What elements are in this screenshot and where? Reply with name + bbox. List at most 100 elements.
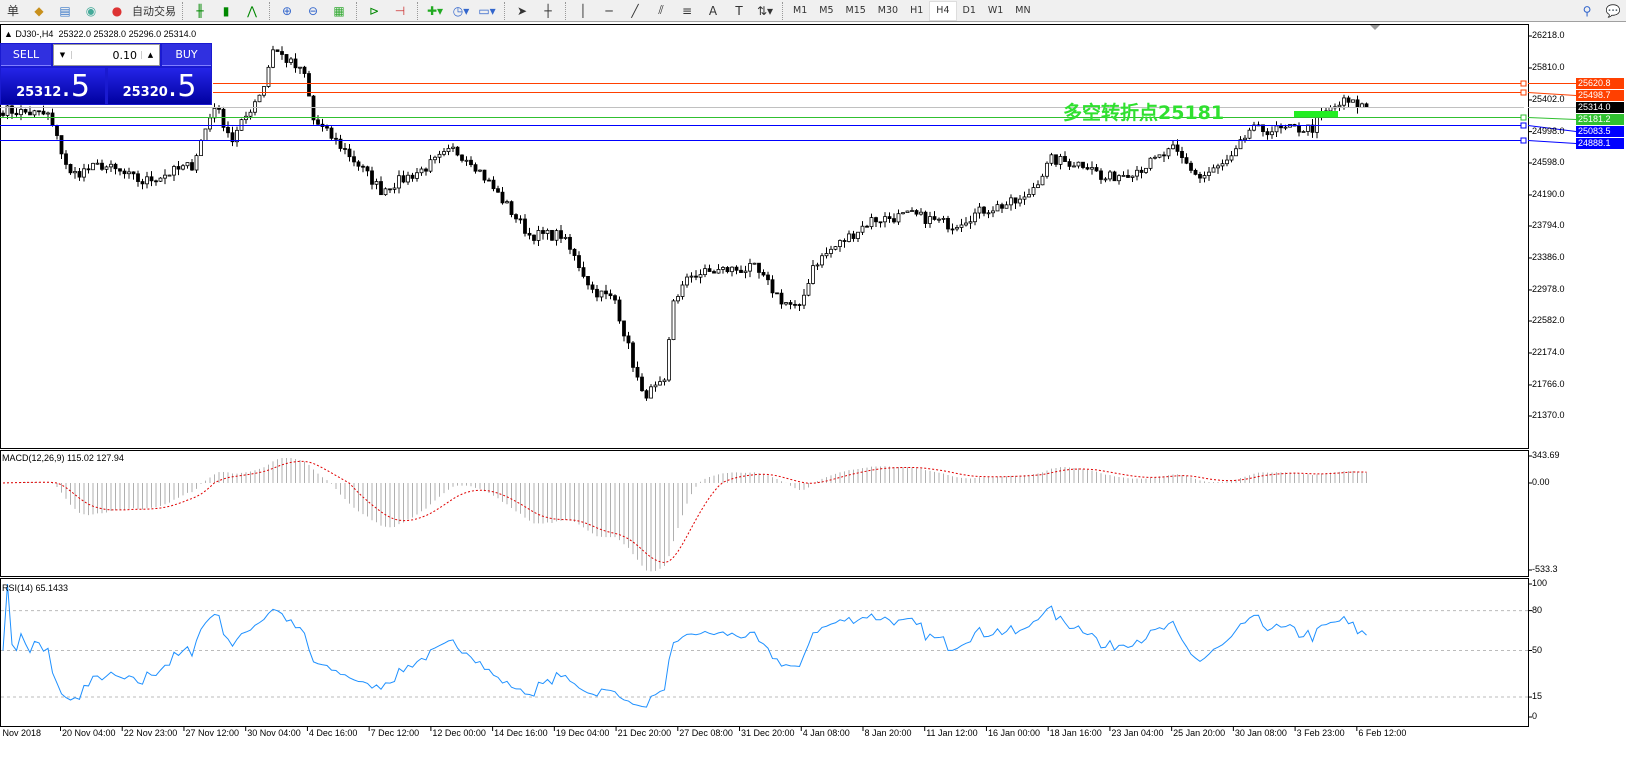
template-icon[interactable]: ▭▾ xyxy=(478,3,496,18)
text-icon[interactable]: A xyxy=(708,3,718,18)
timeframe-h1[interactable]: H1 xyxy=(910,5,924,16)
equidistant-channel-icon[interactable]: ⫽ xyxy=(658,3,664,17)
text-label-icon[interactable]: T xyxy=(735,3,743,18)
add-indicator-icon[interactable]: ✚▾ xyxy=(426,3,444,18)
autoscroll-icon[interactable]: ⊳ xyxy=(368,3,380,18)
candle xyxy=(689,275,694,278)
period-clock-icon[interactable]: ◷▾ xyxy=(452,3,470,18)
candle xyxy=(1049,154,1054,164)
candle xyxy=(937,218,941,221)
timeframe-m30[interactable]: M30 xyxy=(877,5,899,16)
candle xyxy=(896,213,901,223)
candle xyxy=(1045,162,1049,177)
candle xyxy=(613,295,617,301)
candle xyxy=(28,111,32,116)
rsi-tick-label: 50 xyxy=(1532,644,1543,655)
candle xyxy=(1126,174,1130,178)
cursor-icon[interactable]: ➤ xyxy=(516,3,528,18)
candle xyxy=(946,217,950,230)
candle xyxy=(910,210,914,212)
candle xyxy=(91,162,95,171)
candle xyxy=(1306,124,1310,132)
candle xyxy=(491,179,496,190)
candle xyxy=(1234,148,1238,157)
candle xyxy=(14,112,19,116)
candle xyxy=(424,168,428,172)
signal-icon[interactable]: ◉ xyxy=(85,3,97,18)
candle xyxy=(716,269,721,274)
candle xyxy=(352,156,356,163)
fibonacci-icon[interactable]: ≡ xyxy=(681,3,693,18)
time-tick-label: 25 Jan 20:00 xyxy=(1173,728,1226,738)
vertical-line-icon[interactable]: │ xyxy=(579,3,587,18)
candle xyxy=(266,66,271,87)
candle xyxy=(1328,107,1333,112)
sell-price[interactable]: 25312.5 xyxy=(1,68,105,104)
sell-price-pips: .5 xyxy=(61,69,90,104)
candle xyxy=(1229,155,1234,161)
candle xyxy=(473,164,478,172)
chart-shift-icon[interactable]: ⊣ xyxy=(394,3,406,18)
candle xyxy=(145,176,149,185)
candle xyxy=(1270,131,1274,136)
expert-icon[interactable]: ● xyxy=(111,3,123,18)
folder-icon[interactable]: ◆ xyxy=(34,3,44,18)
price-line-handle xyxy=(1520,122,1527,129)
timeframe-m5[interactable]: M5 xyxy=(819,5,834,16)
candle xyxy=(698,274,703,278)
zoom-out-icon[interactable]: ⊖ xyxy=(307,3,319,18)
menu-fragment[interactable]: 单 xyxy=(6,4,19,18)
lot-input[interactable]: 0.10 xyxy=(112,48,138,62)
chat-icon[interactable]: 💬 xyxy=(1605,3,1621,18)
lot-stepper[interactable]: ▼ 0.10 ▲ xyxy=(53,44,160,66)
price-line-handle xyxy=(1520,137,1527,144)
candle xyxy=(55,125,59,136)
arrows-icon[interactable]: ⇅▾ xyxy=(756,3,774,18)
time-tick-label: 18 Jan 16:00 xyxy=(1049,728,1102,738)
candle xyxy=(851,233,856,239)
one-click-trade-panel: SELL ▼ 0.10 ▲ BUY 25312.5 25320.5 xyxy=(0,43,212,105)
candle xyxy=(1301,131,1306,133)
zoom-in-icon[interactable]: ⊕ xyxy=(281,3,293,18)
candle xyxy=(586,276,590,286)
candle xyxy=(1108,171,1112,180)
macd-signal-line xyxy=(2,460,1367,564)
buy-price[interactable]: 25320.5 xyxy=(108,68,211,104)
lot-increase-button[interactable]: ▲ xyxy=(141,51,159,59)
candle xyxy=(608,293,613,297)
lot-decrease-button[interactable]: ▼ xyxy=(54,51,72,59)
price-line-handle xyxy=(1520,89,1527,96)
timeframe-m1[interactable]: M1 xyxy=(793,5,808,16)
candle xyxy=(293,58,298,69)
candle xyxy=(127,171,131,175)
timeframe-d1[interactable]: D1 xyxy=(962,5,976,16)
candle xyxy=(635,366,640,378)
search-icon[interactable]: ⚲ xyxy=(1582,3,1592,18)
timeframe-h4[interactable]: H4 xyxy=(929,0,957,21)
price-line-label: 25498.7 xyxy=(1576,90,1624,101)
candle xyxy=(626,335,631,344)
bar-chart-icon[interactable]: ╫ xyxy=(196,3,204,18)
horizontal-line-icon[interactable]: ─ xyxy=(605,3,613,18)
crosshair-icon[interactable]: ┼ xyxy=(544,3,552,18)
trendline-icon[interactable]: ╱ xyxy=(631,3,639,18)
buy-button[interactable]: BUY xyxy=(162,44,211,66)
time-tick-label: 27 Nov 12:00 xyxy=(185,728,239,738)
candle xyxy=(64,153,68,165)
candle xyxy=(1058,156,1063,165)
autotrade-button[interactable]: 自动交易 xyxy=(132,4,176,18)
sell-button[interactable]: SELL xyxy=(1,44,51,66)
line-chart-icon[interactable]: ⋀ xyxy=(247,3,257,18)
timeframe-m15[interactable]: M15 xyxy=(845,5,866,16)
profiles-icon[interactable]: ▤ xyxy=(59,3,71,18)
tile-icon[interactable]: ▦ xyxy=(333,3,345,18)
candle xyxy=(523,218,527,234)
candle xyxy=(1297,125,1301,133)
timeframe-mn[interactable]: MN xyxy=(1015,5,1031,16)
candle xyxy=(1189,162,1193,171)
price-line-leader xyxy=(1527,117,1577,120)
candle-chart-icon[interactable]: ▮ xyxy=(222,3,230,18)
candle xyxy=(1225,159,1229,165)
timeframe-w1[interactable]: W1 xyxy=(987,5,1004,16)
